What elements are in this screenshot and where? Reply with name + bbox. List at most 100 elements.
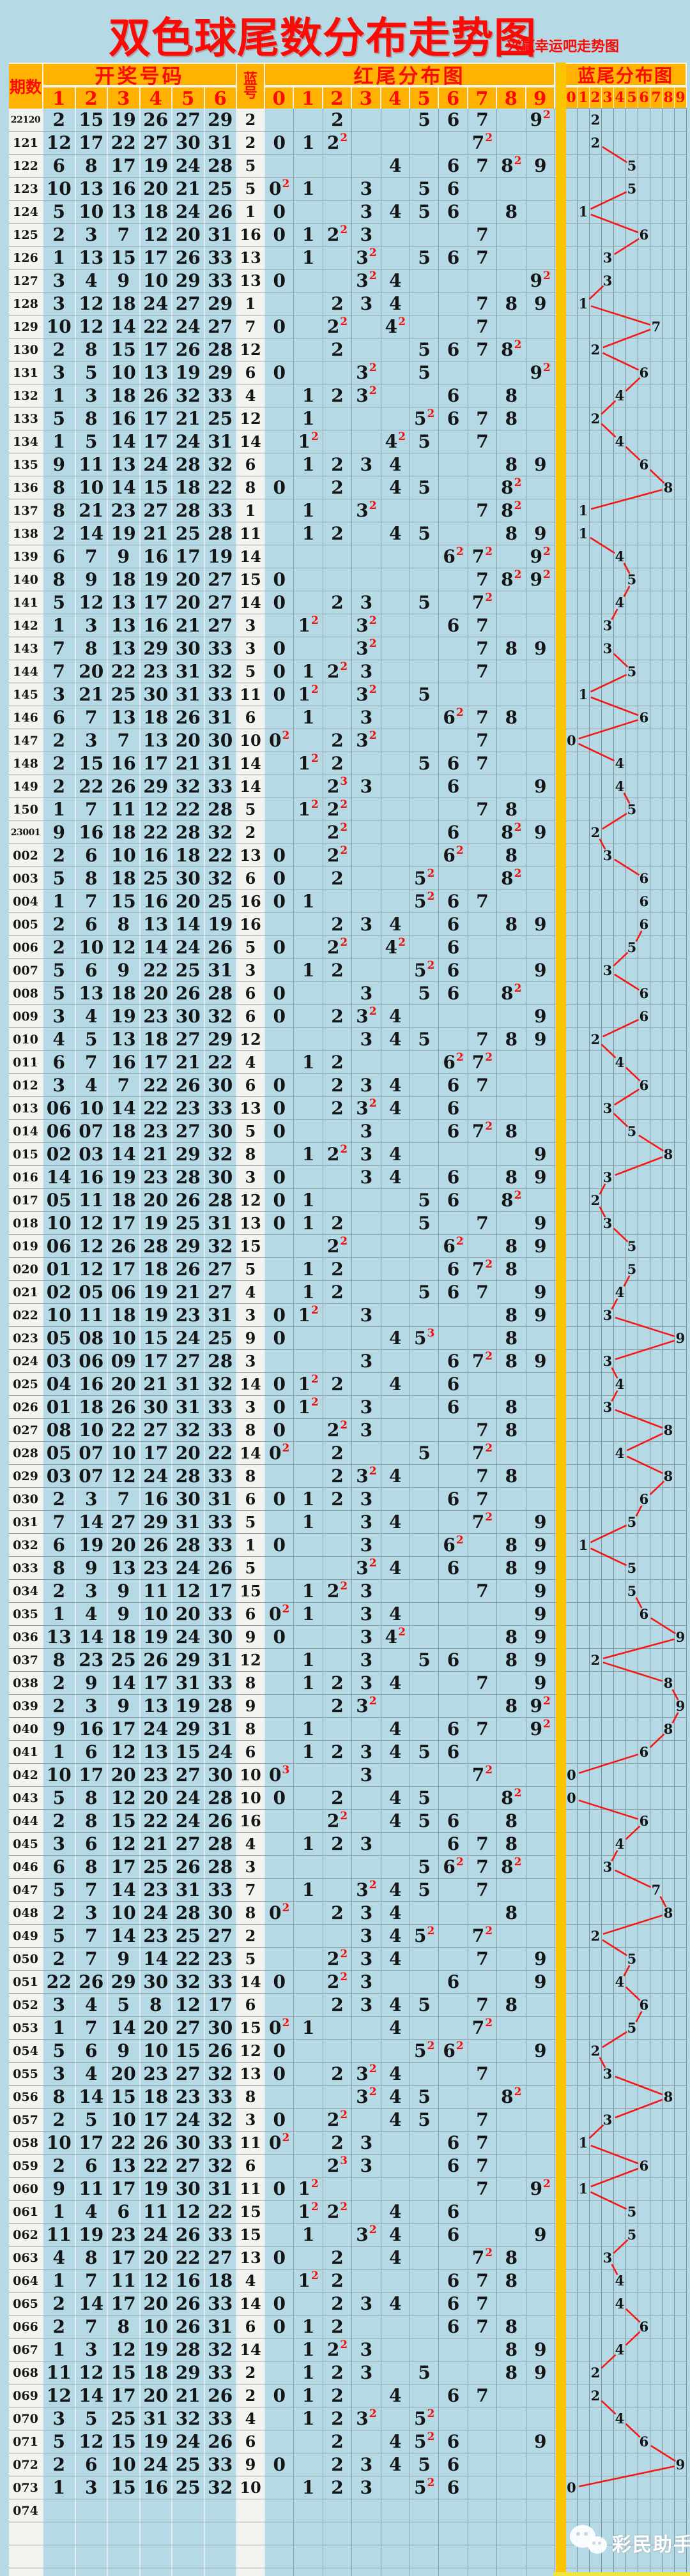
header-blue-label: 蓝号 (237, 63, 265, 109)
red-tail-digit: 9 (534, 1649, 546, 1672)
header-position-digit: 3 (108, 86, 141, 109)
red-tail-cell (410, 1488, 440, 1510)
red-tail-digit-value: 0 (273, 1488, 286, 1510)
period-cell: 026 (9, 1396, 43, 1418)
red-tail-cell: 0 (265, 1189, 295, 1211)
blue-tail-cell (590, 2132, 602, 2154)
blue-tail-cell (675, 292, 687, 315)
red-number-cell: 02 (43, 1281, 76, 1303)
red-tail-digit-value: 9 (533, 292, 547, 314)
blue-tail-cell (590, 522, 602, 545)
blue-tail-cell: 4 (614, 2269, 626, 2292)
period-cell: 011 (9, 1051, 43, 1073)
red-number-cell: 10 (108, 1327, 141, 1349)
red-tail-cell (265, 384, 295, 407)
blue-tail-cell (638, 1235, 650, 1257)
tail-count-superscript: 2 (427, 890, 435, 903)
tail-count-superscript: 2 (514, 499, 522, 512)
red-tail-cell (468, 2086, 498, 2108)
red-tail-cell: 4 (381, 913, 410, 936)
red-tail-cell (352, 155, 381, 177)
red-tail-digit-value: 2 (331, 729, 344, 751)
blue-tail-cell (626, 752, 638, 775)
red-number-cell: 26 (108, 1235, 141, 1257)
blue-tail-cell (614, 2040, 626, 2062)
red-number-cell: 25 (205, 178, 237, 200)
blue-tail-cell (626, 2178, 638, 2200)
blue-tail-cell (663, 338, 675, 361)
red-tail-cell: 4 (381, 1672, 410, 1694)
blue-tail-cell (590, 1787, 602, 1809)
red-number-cell: 30 (172, 637, 205, 660)
blue-tail-cell: 3 (602, 637, 614, 660)
red-number-cell: 3 (43, 292, 76, 315)
red-tail-digit-value: 2 (331, 1465, 344, 1487)
red-number-cell: 19 (108, 109, 141, 131)
red-tail-digit: 7 (476, 338, 488, 361)
red-tail-digit: 5 (418, 2109, 430, 2132)
blue-tail-cell (614, 1856, 626, 1878)
red-tail-digit-value: 2 (331, 591, 344, 613)
table-row: 045 3 6 12 21 27 28 4 1 2 3 6 7 8 4 (9, 1833, 687, 1856)
blue-tail-cell (650, 1672, 663, 1694)
red-tail-cell (323, 2178, 353, 2200)
red-tail-digit: 1 (302, 959, 314, 982)
red-tail-digit-value: 9 (533, 1166, 547, 1188)
red-tail-digit-value: 8 (505, 1833, 518, 1854)
blue-tail-cell (650, 936, 663, 958)
blue-tail-cell (650, 1028, 663, 1050)
tail-count-superscript: 2 (514, 867, 522, 880)
red-tail-cell: 0 (265, 867, 295, 890)
red-number-cell: 18 (141, 1258, 172, 1280)
tail-count-superscript: 2 (310, 1395, 319, 1409)
red-tail-digit-value: 2 (326, 936, 340, 958)
blue-tail-cell (614, 2384, 626, 2407)
red-number-cell: 22 (141, 315, 172, 338)
blue-tail-cell: 1 (578, 2178, 590, 2200)
blue-tail-cell (614, 1948, 626, 1970)
period-cell: 147 (9, 729, 43, 752)
blue-tail-cell (638, 2109, 650, 2131)
blue-number-cell: 12 (237, 2040, 265, 2062)
blue-tail-cell: 3 (602, 2246, 614, 2269)
red-tail-cell: 3 (352, 1902, 381, 1924)
red-number-cell: 3 (76, 729, 108, 752)
red-tail-cell: 4 (381, 1074, 410, 1096)
red-tail-cell (265, 2201, 295, 2223)
tail-count-superscript: 2 (369, 384, 377, 397)
red-tail-cell (323, 407, 353, 430)
red-tail-cell: 5 (410, 109, 440, 131)
red-tail-digit-value: 2 (326, 1971, 340, 1992)
red-tail-cell (265, 545, 295, 568)
red-tail-cell (468, 821, 498, 844)
red-tail-cell (468, 361, 498, 384)
red-tail-cell: 9 (526, 1948, 555, 1970)
blue-tail-cell (614, 2361, 626, 2384)
blue-tail-cell (638, 109, 650, 131)
red-tail-cell: 0 (265, 1787, 295, 1809)
red-tail-cell (265, 775, 295, 798)
blue-tail-cell: 6 (638, 1603, 650, 1625)
blue-tail-cell (590, 1580, 602, 1602)
red-tail-cell: 9 (526, 2338, 555, 2361)
blue-number-cell: 15 (237, 568, 265, 591)
red-tail-digit: 2 (331, 959, 343, 982)
red-number-cell: 19 (76, 2224, 108, 2246)
red-tail-digit: 9 (534, 1212, 546, 1235)
red-tail-digit: 6 (447, 752, 459, 775)
header-blue-tail-label: 蓝尾分布图 (565, 63, 687, 86)
red-tail-digit-value: 4 (389, 1925, 402, 1946)
red-tail-digit-value: 2 (331, 752, 344, 774)
red-tail-cell (526, 1856, 555, 1878)
blue-tail-cell (578, 1603, 590, 1625)
red-tail-cell (265, 1028, 295, 1050)
blue-tail-cell (638, 2407, 650, 2430)
tail-count-superscript: 2 (456, 706, 464, 719)
red-tail-cell: 4 (381, 2017, 410, 2039)
blue-tail-cell (614, 1603, 626, 1625)
red-tail-cell (468, 1557, 498, 1579)
blue-tail-cell (590, 2246, 602, 2269)
